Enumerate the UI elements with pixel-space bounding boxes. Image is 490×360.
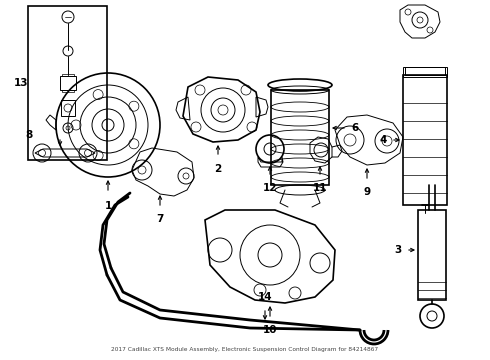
- Bar: [28, 6, 107, 160]
- Text: 12: 12: [263, 183, 277, 193]
- Text: 7: 7: [156, 214, 164, 224]
- Text: 4: 4: [380, 135, 387, 145]
- Text: 2017 Cadillac XTS Module Assembly, Electronic Suspension Control Diagram for 842: 2017 Cadillac XTS Module Assembly, Elect…: [111, 347, 379, 352]
- Text: 6: 6: [351, 123, 358, 133]
- Bar: [403, 67, 447, 77]
- Text: 1: 1: [104, 201, 112, 211]
- Text: 11: 11: [313, 183, 327, 193]
- Bar: [403, 75, 447, 205]
- Bar: [62, 74, 74, 76]
- Bar: [62, 90, 74, 92]
- Text: 9: 9: [364, 187, 370, 197]
- Text: 2: 2: [215, 164, 221, 174]
- Bar: [418, 210, 446, 300]
- Text: 13: 13: [14, 78, 28, 88]
- Text: 3: 3: [395, 245, 402, 255]
- Bar: [60, 76, 76, 90]
- Bar: [405, 67, 445, 75]
- Text: 14: 14: [258, 292, 272, 302]
- Text: 10: 10: [263, 325, 277, 335]
- Bar: [271, 90, 329, 185]
- Text: 8: 8: [26, 130, 33, 140]
- Bar: [61, 100, 75, 116]
